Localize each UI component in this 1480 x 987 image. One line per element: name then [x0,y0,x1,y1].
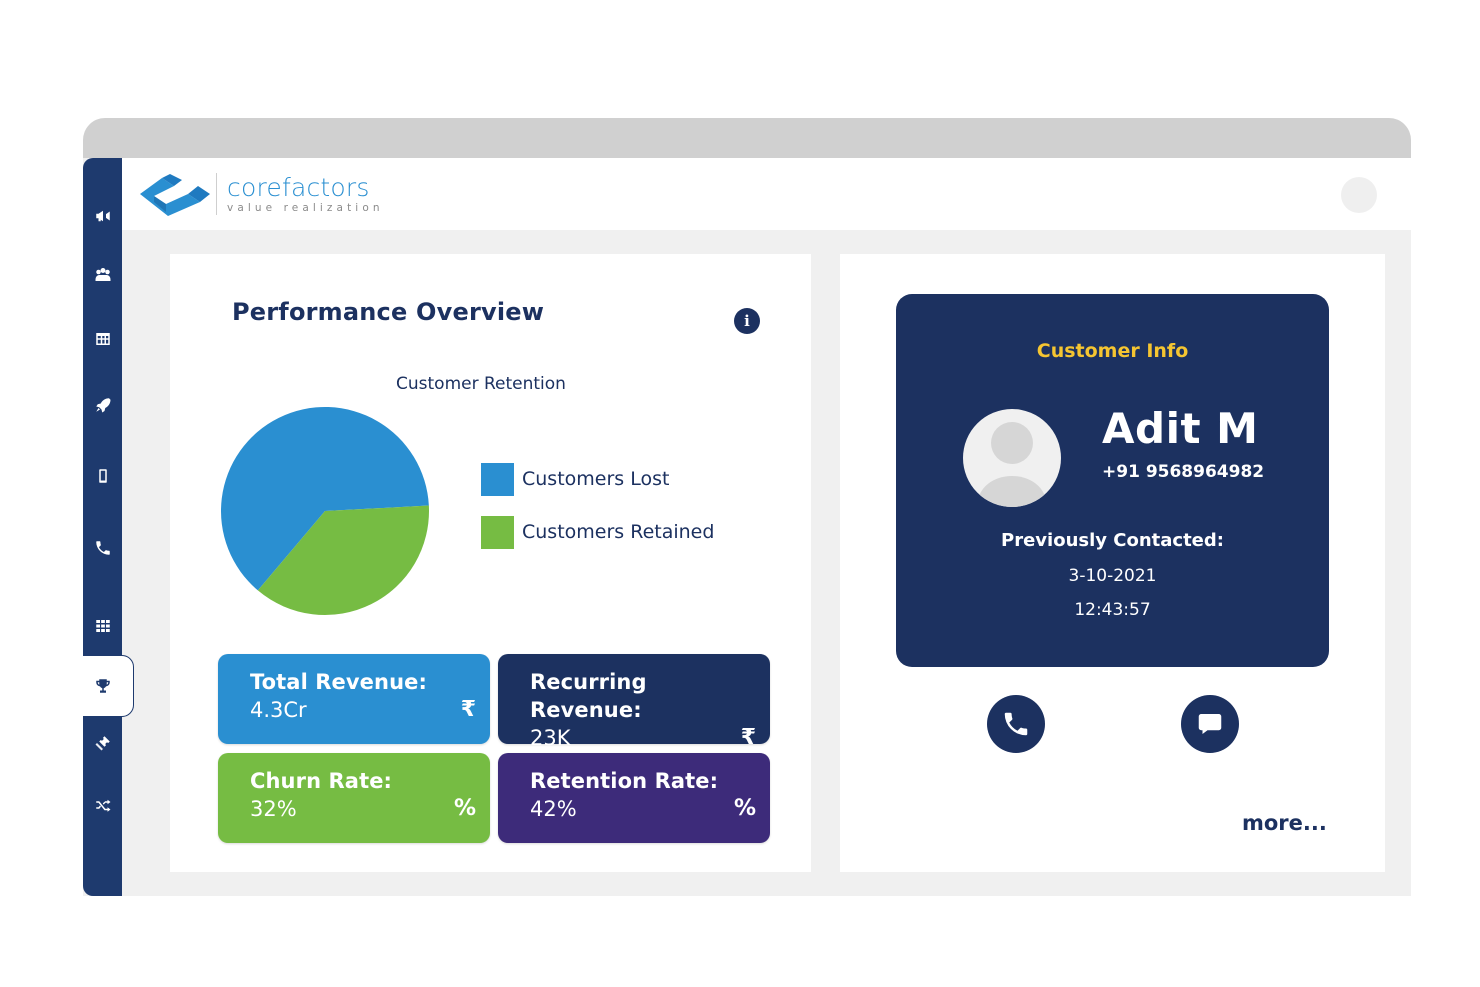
sidebar-item-contacts[interactable] [83,260,122,290]
customer-avatar-icon [963,409,1061,507]
customer-info-title: Customer Info [1036,340,1189,362]
mobile-icon [98,469,107,483]
stat-label: Recurring Revenue: [530,670,647,722]
customer-info-card: Customer Info Adit M +91 9568964982 Prev… [896,294,1329,667]
top-bar: corefactors value realization [122,158,1411,230]
rocket-icon [95,398,110,413]
legend-swatch [481,515,514,549]
rupee-icon: ₹ [740,725,756,750]
info-icon[interactable]: i [734,308,760,334]
sidebar-item-apps[interactable] [83,611,122,641]
performance-panel: Performance Overview i Customer Retentio… [170,254,811,872]
sidebar-item-performance[interactable] [83,655,134,717]
phone-icon [1004,712,1028,736]
customer-retention-pie-chart [221,407,429,615]
grid-icon [95,620,110,632]
window-content: corefactors value realization [83,158,1411,896]
sidebar-item-table[interactable] [83,324,122,354]
brand-name: corefactors [227,172,370,202]
customer-panel: Customer Info Adit M +91 9568964982 Prev… [840,254,1385,872]
ticket-icon [95,736,110,751]
shuffle-icon [95,799,110,812]
legend-item-customers-lost: Customers Lost [481,462,714,496]
chart-legend: Customers Lost Customers Retained [481,462,714,568]
percent-icon: % [733,796,756,821]
stat-value: 4.3Cr [250,698,307,722]
table-icon [95,333,110,345]
sidebar-item-workflows[interactable] [83,790,122,820]
last-contact-time: 12:43:57 [1074,600,1151,620]
corefactors-logo-icon [140,174,210,216]
page-title: Performance Overview [232,298,545,326]
previously-contacted-label: Previously Contacted: [1001,530,1224,551]
legend-label: Customers Lost [522,468,670,490]
logo-divider [216,173,217,215]
message-button[interactable] [1181,695,1239,753]
pie-slice-customers-retained [257,505,429,615]
sidebar-item-mobile[interactable] [83,461,122,491]
legend-swatch [481,462,514,496]
users-icon [95,268,110,281]
stat-label: Retention Rate: [530,769,719,793]
percent-icon: % [453,796,476,821]
legend-label: Customers Retained [522,521,715,543]
pie-slice-customers-lost [221,407,429,591]
retention-rate-card[interactable]: Retention Rate: 42% % [498,753,770,843]
last-contact-date: 3-10-2021 [1068,566,1157,586]
total-revenue-card[interactable]: Total Revenue: 4.3Cr ₹ [218,654,490,744]
churn-rate-card[interactable]: Churn Rate: 32% % [218,753,490,843]
brand-tagline: value realization [227,201,384,214]
sidebar-item-tickets[interactable] [83,728,122,758]
sidebar-item-calls[interactable] [83,533,122,563]
trophy-icon [95,679,110,693]
sidebar-item-launch[interactable] [83,390,122,420]
customer-phone: +91 9568964982 [1102,462,1265,482]
stat-label: Churn Rate: [250,769,393,793]
sidebar [83,158,134,896]
stat-value: 42% [530,797,577,821]
app-window: corefactors value realization [83,118,1411,896]
brand-logo[interactable]: corefactors value realization [138,172,384,216]
phone-icon [95,541,110,555]
chat-icon [1198,714,1222,734]
stat-label: Total Revenue: [250,670,427,694]
sidebar-item-campaigns[interactable] [83,201,122,231]
stat-value: 23K [530,726,571,750]
chart-title: Customer Retention [396,374,566,394]
legend-item-customers-retained: Customers Retained [481,515,714,549]
megaphone-icon [95,210,110,222]
stat-value: 32% [250,797,297,821]
call-button[interactable] [987,695,1045,753]
more-link[interactable]: more... [1242,811,1327,835]
rupee-icon: ₹ [460,697,476,722]
customer-name: Adit M [1102,404,1259,453]
user-avatar[interactable] [1341,177,1377,213]
recurring-revenue-card[interactable]: Recurring Revenue: 23K ₹ [498,654,770,750]
